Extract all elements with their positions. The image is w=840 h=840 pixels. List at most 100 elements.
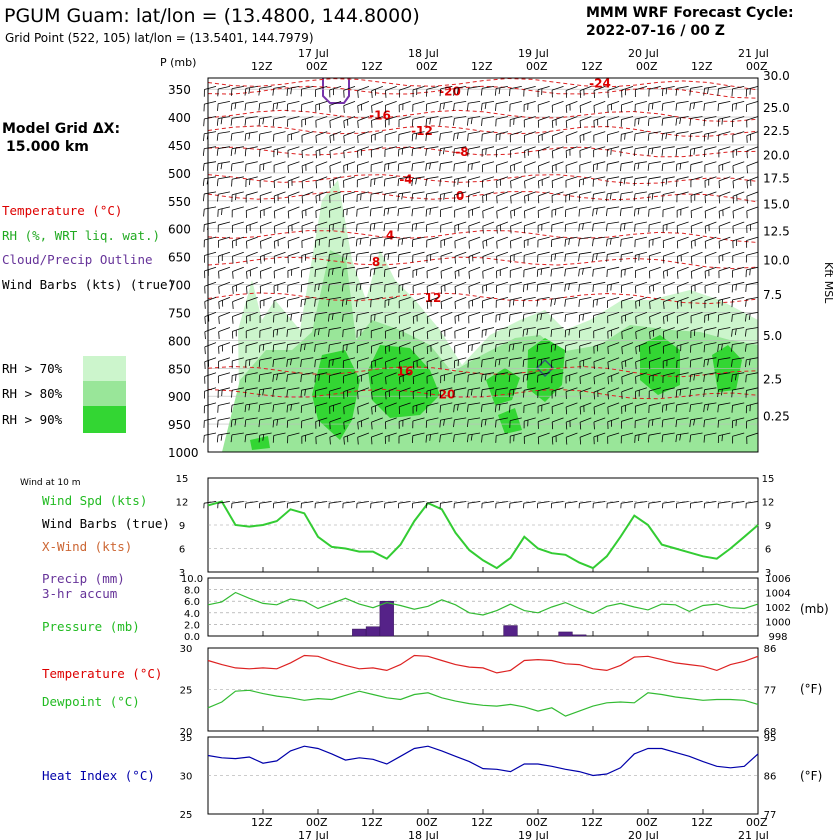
wind-barb-shaft [607,357,620,363]
wind-barb-flag [217,503,219,509]
wind-barb-flag [245,225,248,234]
wind-barb [467,357,481,368]
wind-barb-shaft [399,417,411,422]
wind-barb-shaft [301,417,314,422]
wind-barb-shaft [273,101,286,104]
wind-barb [509,116,522,127]
wind-barb-flag [564,503,566,509]
wind-barb [411,191,425,202]
wind-barb [510,221,522,234]
wind-barb-flag [689,434,692,443]
wind-barb [273,221,286,234]
wind-barb-flag [259,226,262,234]
wind-barb-shaft [704,281,717,287]
wind-barb-shaft [635,342,648,348]
wind-barb [411,221,425,232]
wind-barb-flag [467,389,469,398]
wind-barb-flag [249,178,251,186]
surface-wind-barb [300,501,314,509]
wind-barb-shaft [649,297,661,303]
wind-barb-flag [663,286,665,294]
wind-barb [273,266,286,279]
wind-barb-shaft [315,251,328,256]
wind-barb-shaft [371,387,383,393]
wind-barb-flag [625,360,627,367]
wind-ytick-right: 15 [762,474,775,485]
wind-barb-flag [647,178,650,187]
wind-barb-flag [564,269,566,277]
wind-barb-flag [204,301,206,309]
wind-barb-flag [245,503,247,509]
wind-barb-shaft [232,251,244,257]
wind-barb-shaft [621,281,634,287]
wind-barb-shaft [537,236,550,241]
wind-barb-flag [383,223,386,232]
wind-barb-flag [259,210,262,219]
wind-barb-flag [649,346,651,354]
wind-barb-flag [689,503,692,509]
wind-barb-flag [259,164,261,173]
wind-barb-flag [718,270,720,279]
surface-wind-barb [578,501,592,509]
wind-barb-shaft [246,251,258,257]
wind-barb-flag [315,421,317,429]
wind-barb-flag [536,329,539,337]
wind-barb-shaft [593,131,606,136]
wind-barb-flag [332,405,334,412]
wind-barb [704,146,717,157]
wind-barb-shaft [398,221,411,225]
wind-barb-flag [472,209,473,216]
wind-barb-shaft [718,86,731,89]
wind-barb [467,116,481,126]
wind-barb-flag [315,89,317,97]
wind-barb-shaft [579,236,592,240]
wind-barb-flag [633,163,636,171]
top-tick-label: 00Z [416,60,438,73]
wind-barb [315,86,328,97]
wind-barb-shaft [663,327,675,332]
wind-barb-shaft [440,131,453,134]
wind-barb-shaft [663,297,675,303]
wind-barb [592,221,606,232]
wind-barb-shaft [565,266,578,270]
wind-barb-shaft [746,312,759,315]
wind-barb-shaft [204,417,217,422]
wind-barb-flag [347,435,349,443]
wind-barb-shaft [274,251,286,257]
wind-barb [287,131,300,143]
wind-barb-shaft [746,281,759,286]
wind-barb-flag [397,163,400,172]
wind-barb-shaft [509,372,522,376]
wind-barb-flag [537,390,539,399]
wind-barb-shaft [273,86,286,89]
heat-index-ytick-left: 30 [180,772,193,783]
wind-barb-shaft [468,312,481,317]
wind-barb-flag [679,389,682,396]
wind-barb-flag [536,359,539,368]
wind-barb-flag [510,165,512,174]
wind-barb [522,372,536,383]
wind-barb [676,251,689,264]
height-tick-label: 30.0 [763,69,790,83]
wind-barb-shaft [468,101,481,104]
wind-barb-flag [458,315,460,322]
wind-barb-flag [595,208,598,215]
wind-barb-flag [619,193,622,202]
wind-barb [411,176,425,186]
wind-barb [633,176,647,186]
surface-wind-barb [689,501,703,509]
wind-barb-shaft [413,357,425,363]
wind-barb-flag [721,389,723,396]
wind-barb-flag [356,345,358,354]
wind-barb-flag [466,103,469,111]
wind-barb [718,281,731,293]
wind-barb-shaft [468,372,481,376]
wind-barb-flag [300,329,302,337]
wind-barb [397,161,411,172]
surface-wind-barb [745,501,759,509]
wind-barb [579,176,592,188]
wind-barb [384,417,397,430]
wind-barb-flag [343,437,345,445]
wind-barb [648,251,661,264]
bottom-tick-label: 00Z [306,816,328,829]
